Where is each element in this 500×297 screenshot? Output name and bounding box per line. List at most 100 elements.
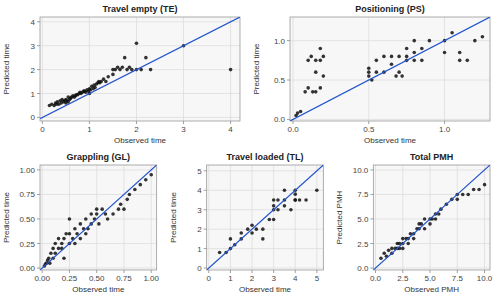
point [119,202,123,206]
point [79,222,83,226]
grid-line [207,248,324,249]
grid-line [373,268,490,269]
tick [230,121,231,124]
tick [37,268,40,269]
title: Positioning (PS) [355,4,425,14]
tick-label: 1 [197,245,202,254]
tick-label: 4 [293,274,298,283]
grid-line [42,165,43,270]
point [268,218,272,222]
title: Travel loaded (TL) [226,152,303,162]
point [367,74,371,78]
point [64,232,68,236]
point [397,55,401,59]
grid-line [373,243,490,244]
grid-line [484,165,485,270]
tick-label: 2 [250,274,255,283]
grid-line [207,209,324,210]
tick [37,117,40,118]
point [123,56,127,60]
grid-line [316,165,317,270]
tick-label: 3 [271,274,276,283]
point [367,70,371,74]
y-axis-label: Predicted PMH [335,190,344,244]
point [106,217,110,221]
tick [89,121,90,124]
tick [37,21,40,22]
point [125,198,129,202]
point [303,90,307,94]
tick [370,243,373,244]
plot-frame [373,165,490,270]
x-axis-label: Observed time [114,136,167,145]
tick-label: 0.25 [19,240,35,249]
plot-area [373,165,490,270]
point [367,66,371,70]
tick-label: 0.50 [19,215,35,224]
point [314,70,318,74]
panel: 012345012345Travel loaded (TL)Observed t… [169,152,324,294]
plot-area [40,165,157,270]
grid-line [183,17,184,121]
tick [370,194,373,195]
point [315,188,319,192]
tick [368,121,369,124]
tick-label: 0.5 [274,76,286,85]
tick [484,270,485,273]
tick [287,119,290,120]
point [477,188,481,192]
point [405,47,409,51]
tick [37,194,40,195]
tick [204,190,207,191]
tick-label: 10.0 [477,274,493,283]
grid-line [40,169,157,170]
tick [42,121,43,124]
tick-label: 2.5 [357,240,369,249]
grid-line [207,268,324,269]
point [261,227,265,231]
tick-label: 0 [197,264,202,273]
tick-label: 4 [197,186,202,195]
point [135,41,139,45]
tick-label: 1.0 [439,125,451,134]
point [276,208,280,212]
point [387,249,391,253]
point [283,188,287,192]
point [412,39,416,43]
point [443,51,447,55]
point [428,39,432,43]
point [455,198,459,202]
tick [208,270,209,273]
point [412,51,416,55]
tick [42,270,43,273]
grid-line [293,17,294,121]
point [246,227,250,231]
point [149,173,153,177]
tick-label: 0.0 [287,125,299,134]
tick-label: 1 [31,90,36,99]
tick-label: 0.75 [19,190,35,199]
tick [204,268,207,269]
point [322,74,326,78]
grid-line [273,165,274,270]
point [68,217,72,221]
tick [37,169,40,170]
tick-label: 1.0 [274,37,286,46]
point [473,39,477,43]
plot-frame [40,17,240,121]
point [261,237,265,241]
point [390,55,394,59]
tick-label: 1 [87,125,92,134]
tick-label: 3 [197,206,202,215]
tick-label: 7.5 [357,190,369,199]
point [121,65,125,69]
grid-line [208,165,209,270]
plot-frame [40,165,157,270]
point [306,59,310,63]
tick [370,268,373,269]
point [62,256,66,260]
tick-label: 0.75 [116,274,132,283]
tick-label: 0 [31,113,36,122]
point [95,207,99,211]
point [73,242,77,246]
